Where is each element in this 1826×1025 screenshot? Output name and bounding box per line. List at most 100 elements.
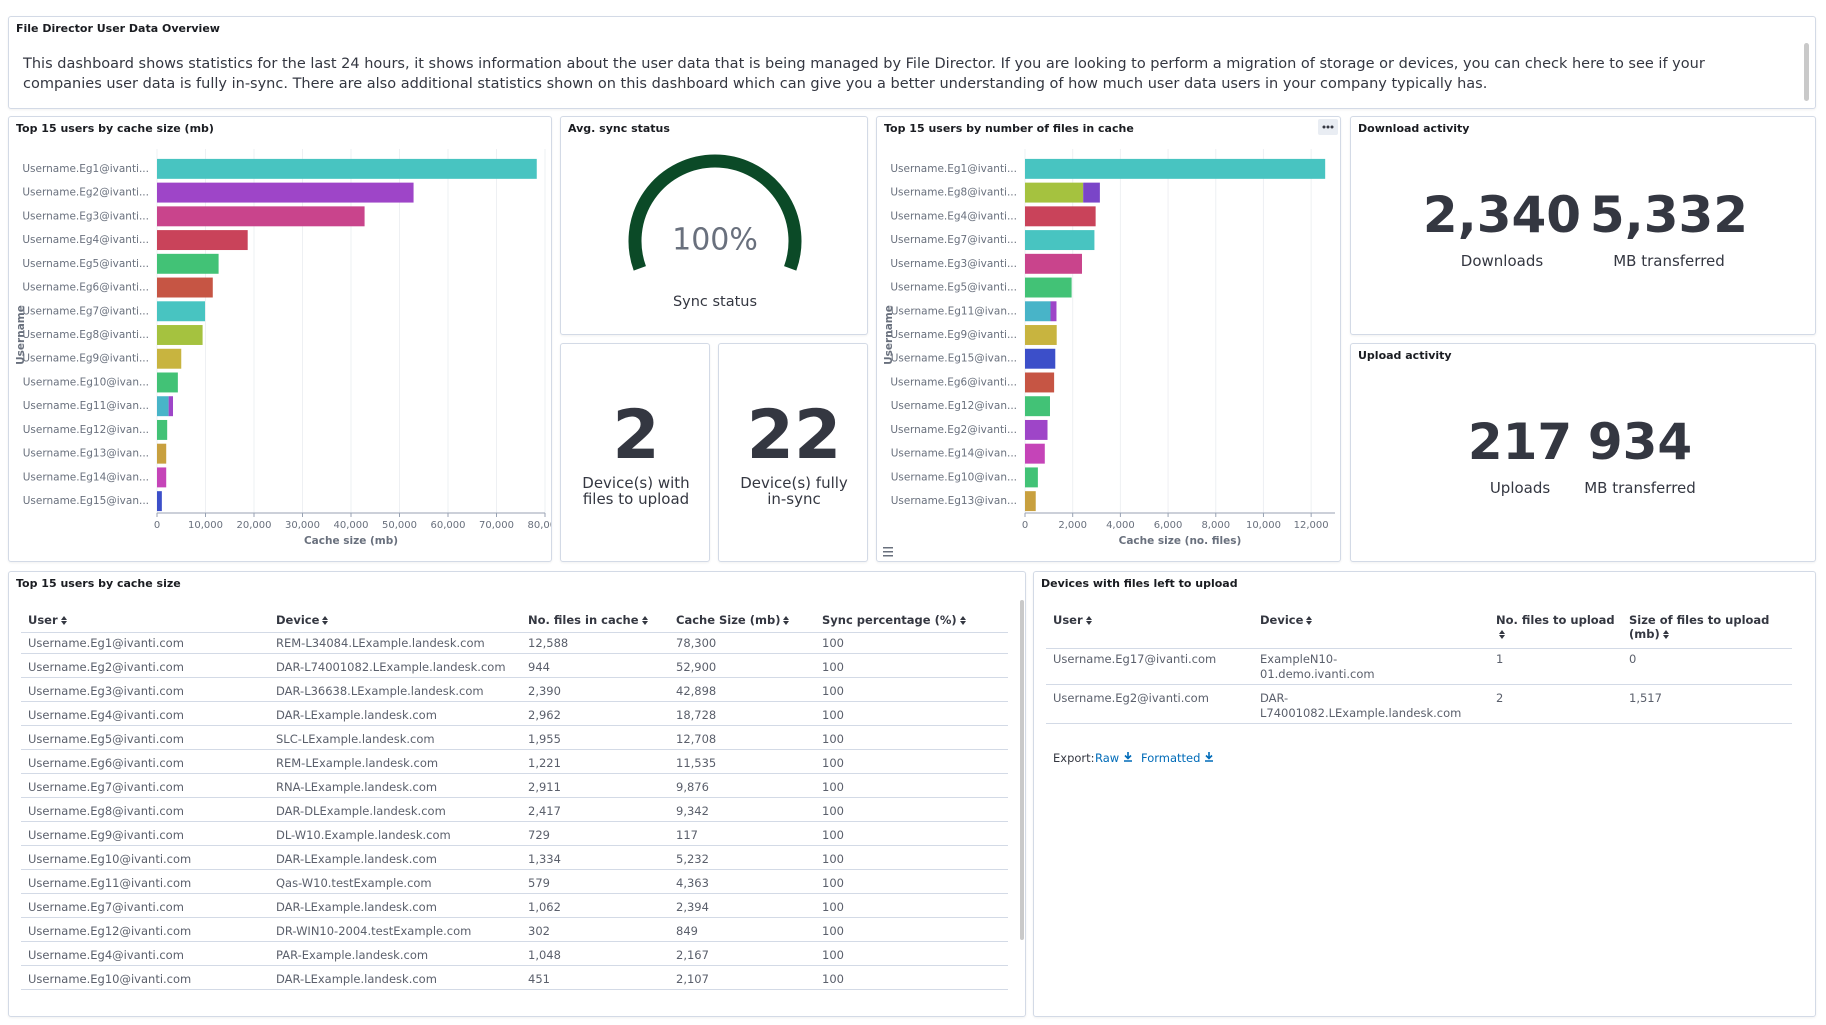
legend-toggle[interactable] [883, 547, 893, 557]
row-divider [21, 893, 1008, 894]
table-cell: Username.Eg5@ivanti.com [28, 732, 184, 746]
y-tick-label: Username.Eg11@ivan... [891, 305, 1017, 317]
row-divider [21, 869, 1008, 870]
export-formatted[interactable]: Formatted [1141, 751, 1214, 765]
column-header-text: Cache Size (mb) [676, 613, 781, 627]
row-divider [21, 701, 1008, 702]
metric-value: 22 [746, 396, 842, 475]
table-cell: 1,955 [528, 732, 561, 746]
table-cell: Username.Eg6@ivanti.com [28, 756, 184, 770]
y-tick-label: Username.Eg2@ivanti... [22, 187, 149, 199]
table-cell: 42,898 [676, 684, 717, 698]
options-icon [1322, 125, 1334, 129]
y-tick-label: Username.Eg8@ivanti... [890, 187, 1017, 199]
y-tick-label: Username.Eg4@ivanti... [890, 210, 1017, 222]
row-divider [21, 917, 1008, 918]
table-cell: 117 [676, 828, 698, 842]
metric-value: 217 [1467, 413, 1573, 471]
table-cell: 729 [528, 828, 550, 842]
panel-title: Download activity [1358, 122, 1470, 135]
metric-value: 2,340 [1422, 186, 1582, 244]
y-tick-label: Username.Eg3@ivanti... [890, 258, 1017, 270]
row-divider [21, 749, 1008, 750]
download-icon [1205, 752, 1214, 762]
column-header-text: User [1053, 613, 1083, 627]
row-divider [21, 821, 1008, 822]
bar-segment [1025, 325, 1057, 345]
table-cell: Username.Eg7@ivanti.com [28, 780, 184, 794]
row-divider [21, 773, 1008, 774]
bar-segment [1083, 182, 1100, 203]
bar-segment [157, 325, 203, 345]
export-formatted-text[interactable]: Formatted [1141, 751, 1201, 765]
gauge-caption: Sync status [673, 294, 757, 310]
table-cell: 5,232 [676, 852, 709, 866]
table-cell: 100 [822, 900, 844, 914]
table-cell: 451 [528, 972, 550, 986]
export-raw[interactable]: Raw [1095, 751, 1133, 765]
x-axis-label: Cache size (no. files) [1119, 535, 1242, 547]
table-cell: 9,342 [676, 804, 709, 818]
table-cell: 2 [1496, 691, 1504, 705]
x-tick-label: 2,000 [1058, 520, 1087, 531]
sort-icon [959, 616, 966, 625]
y-tick-label: Username.Eg7@ivanti... [22, 305, 149, 317]
bar-segment [157, 467, 167, 488]
column-header: Sync percentage (%) [822, 613, 992, 627]
y-tick-label: Username.Eg10@ivan... [891, 471, 1017, 483]
table-cell: 12,588 [528, 636, 569, 650]
sort-icon [1085, 616, 1092, 625]
y-axis-label: Username [883, 305, 895, 365]
bar-segment [1025, 467, 1038, 488]
table-cell: DL-W10.Example.landesk.com [276, 828, 451, 842]
table-cell: 1,048 [528, 948, 561, 962]
table-cell: 100 [822, 852, 844, 866]
scrollbar[interactable] [1804, 43, 1809, 101]
scrollbar[interactable] [1020, 600, 1024, 940]
table-cell: 4,363 [676, 876, 709, 890]
row-divider [21, 653, 1008, 654]
column-header-text: No. files in cache [528, 613, 639, 627]
export-raw-text[interactable]: Raw [1095, 751, 1120, 765]
metric-value: 5,332 [1589, 186, 1749, 244]
column-header: User [28, 613, 228, 627]
table-cell: 100 [822, 876, 844, 890]
y-tick-label: Username.Eg12@ivan... [23, 424, 149, 436]
table-cell: Username.Eg3@ivanti.com [28, 684, 184, 698]
column-header: User [1053, 613, 1253, 627]
metric-caption: MB transferred [1613, 252, 1725, 270]
bar-segment [1025, 230, 1095, 251]
table-cell: 100 [822, 780, 844, 794]
metric-value: 2 [612, 396, 660, 475]
table-cell: DR-WIN10-2004.testExample.com [276, 924, 472, 938]
y-tick-label: Username.Eg4@ivanti... [22, 234, 149, 246]
sync-gauge-panel: Avg. sync status 100% Sync status [560, 116, 868, 335]
sort-icon [1662, 630, 1669, 639]
table-cell: 100 [822, 732, 844, 746]
column-header-text: Device [1260, 613, 1304, 627]
table-cell: 2,962 [528, 708, 561, 722]
table-cell: 9,876 [676, 780, 709, 794]
y-tick-label: Username.Eg10@ivan... [23, 376, 149, 388]
table-cell: 100 [822, 972, 844, 986]
metric-value: 934 [1587, 413, 1693, 471]
gauge-value: 100% [672, 223, 758, 258]
row-divider [21, 797, 1008, 798]
bar-segment [168, 396, 174, 417]
column-header-text: Device [276, 613, 320, 627]
y-tick-label: Username.Eg8@ivanti... [22, 329, 149, 341]
gauge-arc [628, 154, 802, 271]
table-cell: REM-L34084.LExample.landesk.com [276, 636, 485, 650]
sort-icon [641, 616, 648, 625]
y-tick-label: Username.Eg14@ivan... [23, 471, 149, 483]
table-cell: 100 [822, 828, 844, 842]
table-cell: 100 [822, 804, 844, 818]
bar-segment [1025, 491, 1036, 512]
x-tick-label: 6,000 [1154, 520, 1183, 531]
bar-segment [157, 158, 537, 179]
table-cell: Username.Eg4@ivanti.com [28, 948, 184, 962]
table-cell: Username.Eg7@ivanti.com [28, 900, 184, 914]
panel-options[interactable] [1318, 119, 1338, 135]
y-tick-label: Username.Eg2@ivanti... [890, 424, 1017, 436]
